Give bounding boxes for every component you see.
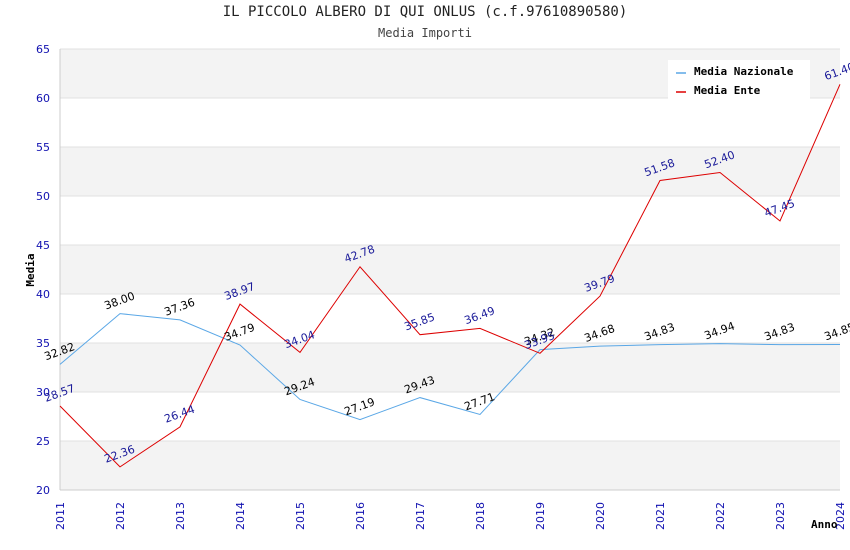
y-tick-label: 20: [36, 484, 50, 497]
x-tick-label: 2014: [234, 502, 247, 530]
x-tick-label: 2018: [474, 502, 487, 530]
chart-title: IL PICCOLO ALBERO DI QUI ONLUS (c.f.9761…: [222, 4, 628, 20]
x-tick-label: 2011: [54, 502, 67, 530]
series-line: [59, 84, 841, 468]
grid-band: [60, 98, 840, 147]
grid-band: [60, 196, 840, 245]
grid-band: [60, 147, 840, 196]
series-line: [59, 313, 841, 421]
y-tick-label: 55: [36, 141, 50, 154]
x-tick-label: 2016: [354, 502, 367, 530]
y-tick-label: 25: [36, 435, 50, 448]
y-tick-labels: 20 25 30 35 40 45 50 55 60 65: [36, 43, 50, 497]
x-tick-label: 2017: [414, 502, 427, 530]
grid-band: [60, 441, 840, 490]
x-tick-label: 2022: [714, 502, 727, 530]
y-axis-label: Media: [24, 253, 37, 286]
x-tick-label: 2012: [114, 502, 127, 530]
x-tick-labels: 2011 2012 2013 2014 2015 2016 2017 2018 2019 2020…: [54, 502, 847, 530]
axes: [59, 49, 840, 491]
grid-band: [60, 294, 840, 343]
x-axis-label: Anno: [811, 518, 838, 531]
x-tick-label: 2020: [594, 502, 607, 530]
grid-bands: [60, 48, 840, 491]
x-tick-label: 2013: [174, 502, 187, 530]
grid-band: [60, 343, 840, 392]
chart-subtitle: Media Importi: [378, 26, 472, 40]
grid-band: [60, 392, 840, 441]
legend-label-media-ente: Media Ente: [694, 84, 761, 97]
y-tick-label: 30: [36, 386, 50, 399]
y-tick-label: 40: [36, 288, 50, 301]
x-tick-label: 2021: [654, 502, 667, 530]
y-tick-label: 35: [36, 337, 50, 350]
y-tick-label: 45: [36, 239, 50, 252]
x-tick-label: 2023: [774, 502, 787, 530]
x-tick-label: 2015: [294, 502, 307, 530]
grid-band: [60, 245, 840, 294]
y-tick-label: 50: [36, 190, 50, 203]
x-tick-label: 2024: [834, 502, 847, 530]
legend-box: [668, 60, 810, 102]
y-tick-label: 60: [36, 92, 50, 105]
x-tick-label: 2019: [534, 502, 547, 530]
series-lines: [59, 84, 841, 468]
legend: Media Nazionale Media Ente: [668, 60, 810, 102]
y-tick-label: 65: [36, 43, 50, 56]
legend-label-media-nazionale: Media Nazionale: [694, 65, 794, 78]
